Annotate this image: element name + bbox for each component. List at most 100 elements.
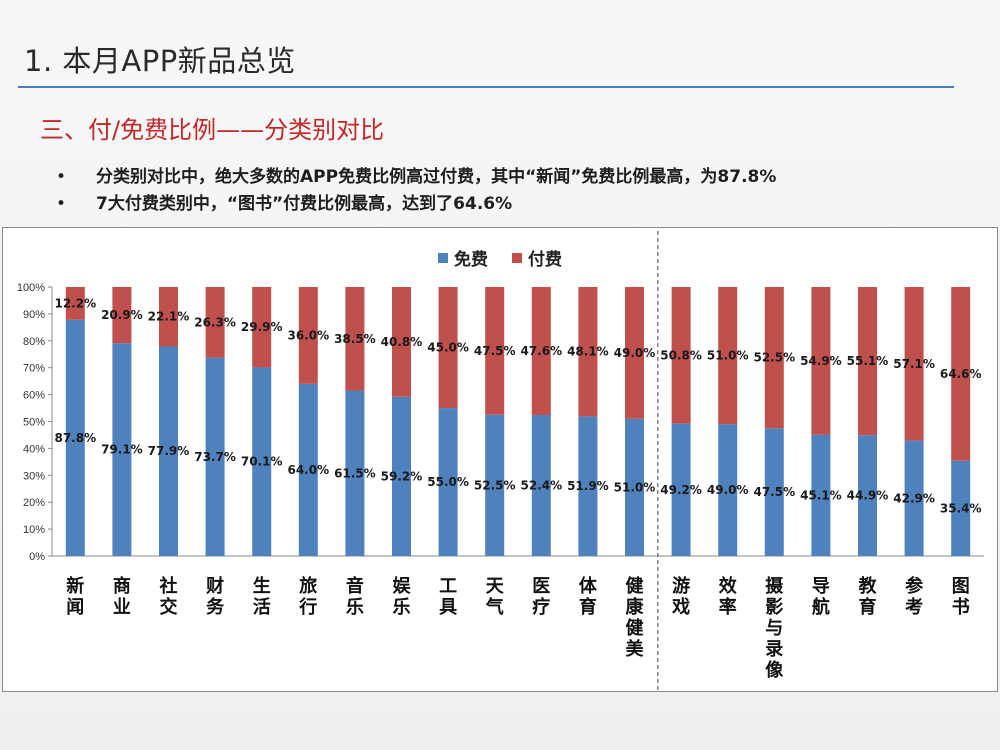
bar-free (625, 418, 644, 556)
x-category-label: 摄 (765, 575, 784, 597)
x-category-label: 率 (719, 596, 737, 618)
data-label-paid: 26.3% (194, 315, 236, 329)
bullet-list: • 分类别对比中，绝大多数的APP免费比例高过付费，其中“新闻”免费比例最高，为… (56, 164, 776, 218)
x-category-label: 业 (113, 597, 131, 618)
data-label-paid: 12.2% (54, 296, 96, 310)
bullet-text: 分类别对比中，绝大多数的APP免费比例高过付费，其中“新闻”免费比例最高，为87… (96, 167, 777, 187)
data-label-paid: 29.9% (241, 320, 283, 334)
data-label-free: 35.4% (940, 501, 982, 515)
bar-paid (625, 287, 644, 419)
bar-free (764, 428, 784, 556)
bullet-item: • 7大付费类别中，“图书”付费比例最高，达到了64.6% (56, 191, 776, 218)
data-label-paid: 38.5% (334, 332, 376, 346)
data-label-paid: 54.9% (800, 354, 842, 368)
y-tick-label: 70% (23, 363, 45, 375)
x-category-label: 育 (579, 596, 597, 618)
bar-paid (392, 287, 411, 397)
bar-paid (252, 287, 272, 368)
data-label-free: 49.0% (707, 483, 749, 497)
data-label-paid: 47.6% (520, 344, 562, 358)
title-underline (18, 86, 954, 88)
bar-free (531, 415, 551, 556)
x-category-label: 新 (66, 575, 84, 597)
x-category-label: 书 (952, 597, 970, 618)
x-category-label: 导 (812, 576, 830, 597)
x-category-label: 生 (253, 575, 271, 597)
bullet-marker: • (56, 167, 67, 187)
x-category-label: 商 (113, 575, 131, 597)
bar-free (159, 346, 178, 556)
bar-free (904, 440, 924, 556)
x-category-label: 工 (439, 576, 457, 597)
y-tick-label: 0% (29, 551, 45, 563)
data-label-paid: 64.6% (940, 367, 982, 381)
data-label-free: 42.9% (893, 491, 935, 505)
x-category-label: 图 (952, 576, 970, 597)
x-category-label: 像 (765, 660, 784, 681)
data-label-paid: 48.1% (567, 345, 609, 359)
data-label-free: 52.4% (520, 479, 562, 493)
data-label-paid: 40.8% (381, 335, 423, 349)
x-category-label: 健 (626, 617, 644, 639)
x-category-label: 务 (206, 596, 225, 618)
bar-free (578, 416, 598, 556)
y-tick-label: 80% (23, 336, 45, 348)
bar-paid (531, 287, 551, 416)
bar-paid (811, 287, 831, 435)
x-category-label: 具 (439, 597, 457, 618)
y-tick-label: 50% (23, 417, 45, 429)
bar-paid (159, 287, 178, 347)
data-label-free: 61.5% (334, 466, 376, 480)
x-category-label: 医 (532, 576, 550, 597)
bar-free (718, 424, 738, 556)
data-label-paid: 36.0% (287, 328, 329, 342)
data-label-free: 59.2% (381, 469, 423, 483)
bar-paid (718, 287, 738, 425)
bar-paid (764, 287, 784, 429)
x-category-label: 航 (812, 596, 830, 618)
x-category-label: 音 (346, 575, 364, 597)
x-category-label: 戏 (671, 597, 690, 618)
data-label-free: 77.9% (148, 444, 190, 458)
y-tick-label: 90% (23, 309, 45, 321)
bar-free (112, 343, 132, 556)
bar-paid (858, 287, 877, 436)
data-label-paid: 55.1% (847, 354, 889, 368)
data-label-free: 51.9% (567, 479, 609, 493)
bar-free (252, 367, 272, 556)
x-category-label: 行 (298, 596, 317, 618)
y-tick-label: 60% (23, 390, 45, 402)
data-label-paid: 49.0% (614, 346, 656, 360)
data-label-paid: 57.1% (893, 357, 935, 371)
data-label-free: 44.9% (847, 489, 889, 503)
data-label-paid: 45.0% (427, 341, 469, 355)
bullet-marker: • (56, 194, 67, 214)
bar-free (438, 408, 458, 556)
y-tick-label: 100% (17, 282, 45, 294)
bar-paid (298, 287, 318, 384)
bar-paid (112, 287, 132, 344)
x-category-label: 美 (626, 638, 644, 660)
x-category-label: 体 (579, 575, 598, 597)
bar-free (392, 396, 411, 556)
bar-free (205, 357, 225, 556)
bar-free (345, 390, 365, 556)
data-label-free: 52.5% (474, 478, 516, 492)
x-category-label: 社 (160, 575, 178, 597)
data-label-free: 49.2% (660, 483, 702, 497)
bar-paid (904, 287, 924, 441)
data-label-paid: 47.5% (474, 344, 516, 358)
legend-swatch-paid (512, 252, 522, 263)
data-label-free: 79.1% (101, 443, 143, 457)
bar-paid (671, 287, 691, 424)
x-category-label: 效 (719, 575, 738, 597)
x-category-label: 闻 (66, 596, 84, 618)
legend-label-paid: 付费 (528, 250, 562, 270)
bar-paid (205, 287, 225, 358)
data-label-free: 45.1% (800, 488, 842, 502)
x-category-label: 影 (765, 597, 783, 618)
x-category-label: 育 (859, 596, 877, 618)
data-label-paid: 52.5% (753, 351, 795, 365)
x-category-label: 考 (905, 596, 923, 618)
